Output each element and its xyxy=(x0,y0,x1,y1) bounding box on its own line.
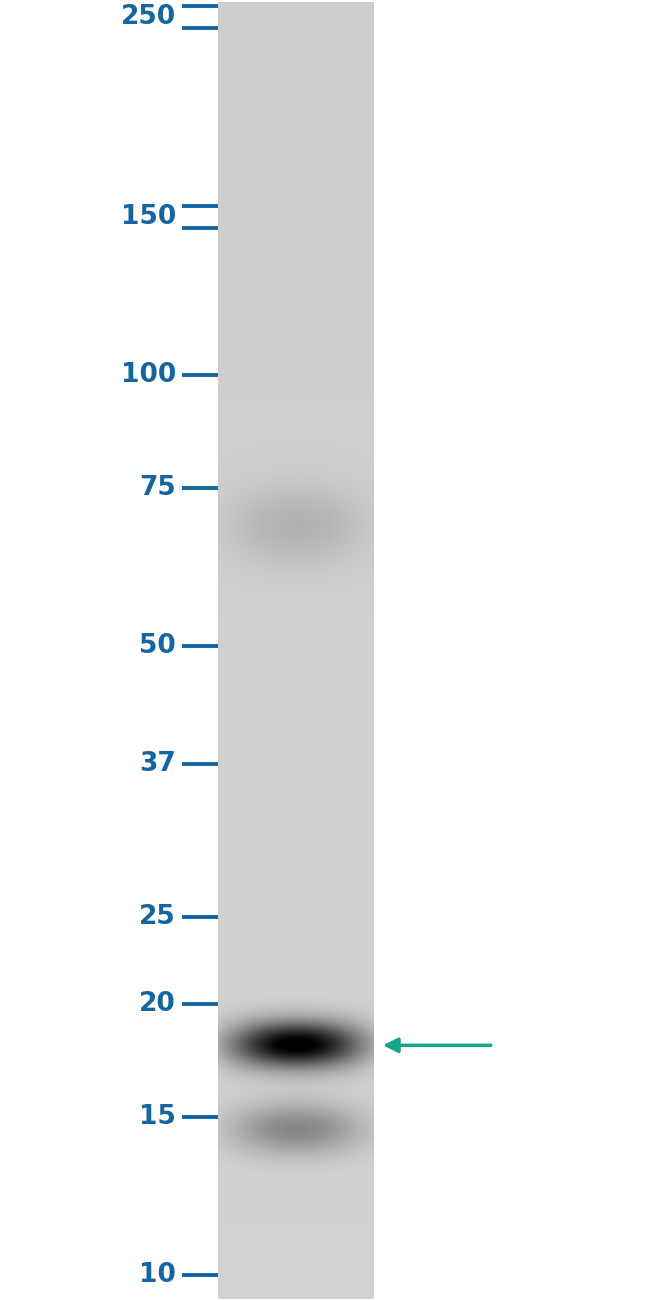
Text: 25: 25 xyxy=(139,903,176,929)
Text: 15: 15 xyxy=(139,1104,176,1130)
Text: 20: 20 xyxy=(139,991,176,1017)
Text: 250: 250 xyxy=(121,4,176,30)
Text: 150: 150 xyxy=(120,204,176,230)
Text: 100: 100 xyxy=(120,363,176,389)
Text: 75: 75 xyxy=(139,474,176,500)
Text: 50: 50 xyxy=(139,633,176,659)
Text: 37: 37 xyxy=(139,751,176,777)
Text: 10: 10 xyxy=(139,1262,176,1288)
